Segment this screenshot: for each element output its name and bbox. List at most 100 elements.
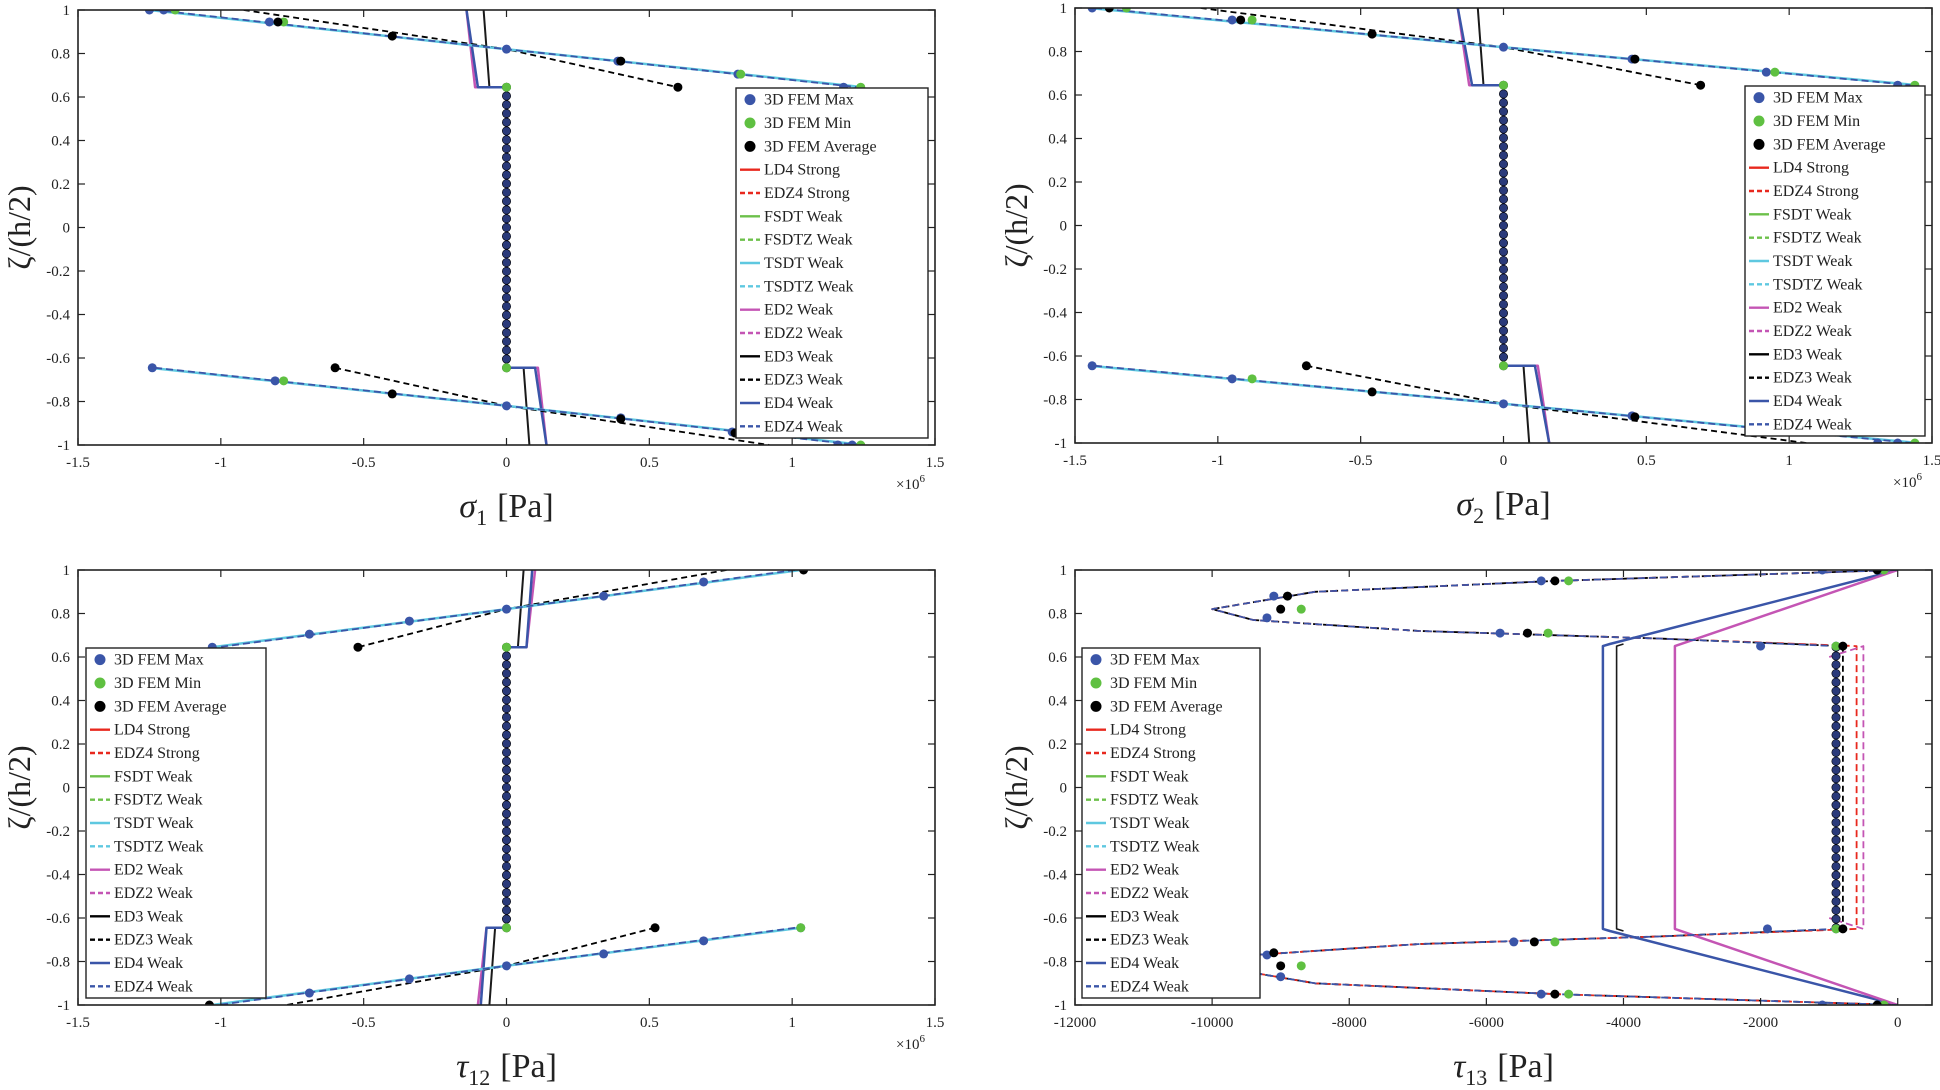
series-line [1673, 570, 1899, 1005]
core-marker [501, 809, 511, 819]
core-marker [501, 135, 511, 145]
core-marker [1831, 712, 1841, 722]
legend-label: FSDTZ Weak [1773, 230, 1862, 247]
core-marker [501, 240, 511, 250]
legend-item: FSDT Weak [1086, 768, 1189, 785]
x-tick-label: -1.5 [66, 1015, 90, 1031]
legend-label: EDZ3 Weak [1110, 932, 1189, 949]
core-marker [1499, 282, 1509, 292]
data-point [1495, 628, 1505, 638]
x-tick-label: -1 [215, 455, 228, 471]
legend-label: EDZ4 Strong [1110, 745, 1196, 762]
data-point [699, 577, 709, 587]
y-tick-label: -0.2 [46, 264, 70, 280]
core-marker [1499, 168, 1509, 178]
y-tick-label: -0.4 [1043, 306, 1067, 322]
y-tick-label: -0.8 [1043, 393, 1067, 409]
legend-label: ED2 Weak [764, 302, 833, 319]
x-tick-label: -1.5 [66, 455, 90, 471]
x-tick-label: -4000 [1606, 1015, 1641, 1031]
core-marker [501, 791, 511, 801]
core-marker [1831, 739, 1841, 749]
legend-item: EDZ2 Weak [1086, 885, 1189, 902]
y-tick-label: 0 [1060, 219, 1068, 235]
x-tick-label: 1.5 [1923, 453, 1940, 469]
core-marker [1499, 308, 1509, 318]
legend: 3D FEM Max 3D FEM Min 3D FEM Average LD4 St… [735, 87, 929, 439]
core-marker [501, 293, 511, 303]
core-marker [501, 756, 511, 766]
core-marker [501, 730, 511, 740]
x-tick-label: -8000 [1332, 1015, 1367, 1031]
y-tick-label: -1 [58, 998, 71, 1014]
y-tick-label: -1 [1055, 998, 1068, 1014]
core-marker [501, 205, 511, 215]
y-tick-label: 0.8 [1048, 45, 1067, 61]
legend-label: FSDTZ Weak [1110, 792, 1199, 809]
data-point [1262, 950, 1272, 960]
y-tick-label: 0 [63, 221, 71, 237]
legend-label: EDZ4 Weak [1773, 416, 1852, 433]
legend-item: ED4 Weak [90, 955, 183, 972]
legend-item: EDZ4 Weak [1749, 416, 1852, 433]
data-point [502, 82, 511, 92]
x-tick-label: 1.5 [926, 455, 945, 471]
legend-item: ED2 Weak [740, 302, 833, 319]
core-marker [501, 117, 511, 127]
legend-label: TSDTZ Weak [1773, 276, 1863, 293]
x-tick-label: -0.5 [352, 1015, 376, 1031]
data-point [1893, 438, 1903, 443]
legend-marker [744, 140, 756, 152]
x-axis-label: σ2 [Pa] [1456, 486, 1550, 528]
legend-label: LD4 Strong [1773, 160, 1849, 177]
series-line [1601, 570, 1899, 1005]
legend-label: EDZ4 Strong [764, 185, 850, 202]
core-marker [1499, 326, 1509, 336]
legend-item: EDZ4 Strong [740, 185, 850, 202]
legend-label: TSDTZ Weak [114, 838, 204, 855]
legend-item: ED4 Weak [1086, 955, 1179, 972]
data-point [1838, 924, 1848, 934]
legend-label: EDZ2 Weak [764, 325, 843, 342]
legend-label: ED4 Weak [1110, 955, 1179, 972]
legend-label: EDZ4 Weak [114, 978, 193, 995]
legend-item: ED4 Weak [740, 395, 833, 412]
core-marker [501, 310, 511, 320]
data-point [144, 10, 154, 15]
core-marker [501, 835, 511, 845]
core-marker [1831, 669, 1841, 679]
core-marker [501, 704, 511, 714]
legend-label: 3D FEM Min [114, 675, 201, 692]
core-marker [501, 914, 511, 924]
core-marker [1831, 765, 1841, 775]
data-point [1564, 576, 1574, 586]
legend-item: LD4 Strong [740, 162, 840, 179]
y-tick-label: 0.8 [1048, 607, 1067, 623]
legend-label: ED3 Weak [1773, 346, 1842, 363]
core-marker [1831, 914, 1841, 924]
y-tick-label: 0.6 [1048, 88, 1067, 104]
y-tick-label: 0.4 [51, 134, 70, 150]
core-marker [1499, 185, 1509, 195]
legend-label: 3D FEM Min [764, 115, 851, 132]
data-point [1247, 374, 1257, 384]
data-point [1087, 361, 1097, 371]
core-marker [501, 231, 511, 241]
x-tick-label: 1 [788, 1015, 796, 1031]
core-marker [1831, 870, 1841, 880]
x-tick-label: 0.5 [640, 455, 659, 471]
y-tick-label: 0.4 [1048, 132, 1067, 148]
legend: 3D FEM Max 3D FEM Min 3D FEM Average LD4 St… [85, 647, 267, 999]
core-marker [1499, 256, 1509, 266]
data-point [1696, 80, 1706, 90]
data-point [1276, 961, 1286, 971]
core-marker [1831, 826, 1841, 836]
core-marker [501, 651, 511, 661]
legend-item: EDZ4 Strong [1749, 183, 1859, 200]
core-marker [1831, 853, 1841, 863]
legend-item: FSDT Weak [1749, 206, 1852, 223]
data-point [599, 591, 609, 601]
legend-label: 3D FEM Max [764, 92, 854, 109]
core-marker [1831, 677, 1841, 687]
y-tick-label: 0.2 [1048, 175, 1067, 191]
